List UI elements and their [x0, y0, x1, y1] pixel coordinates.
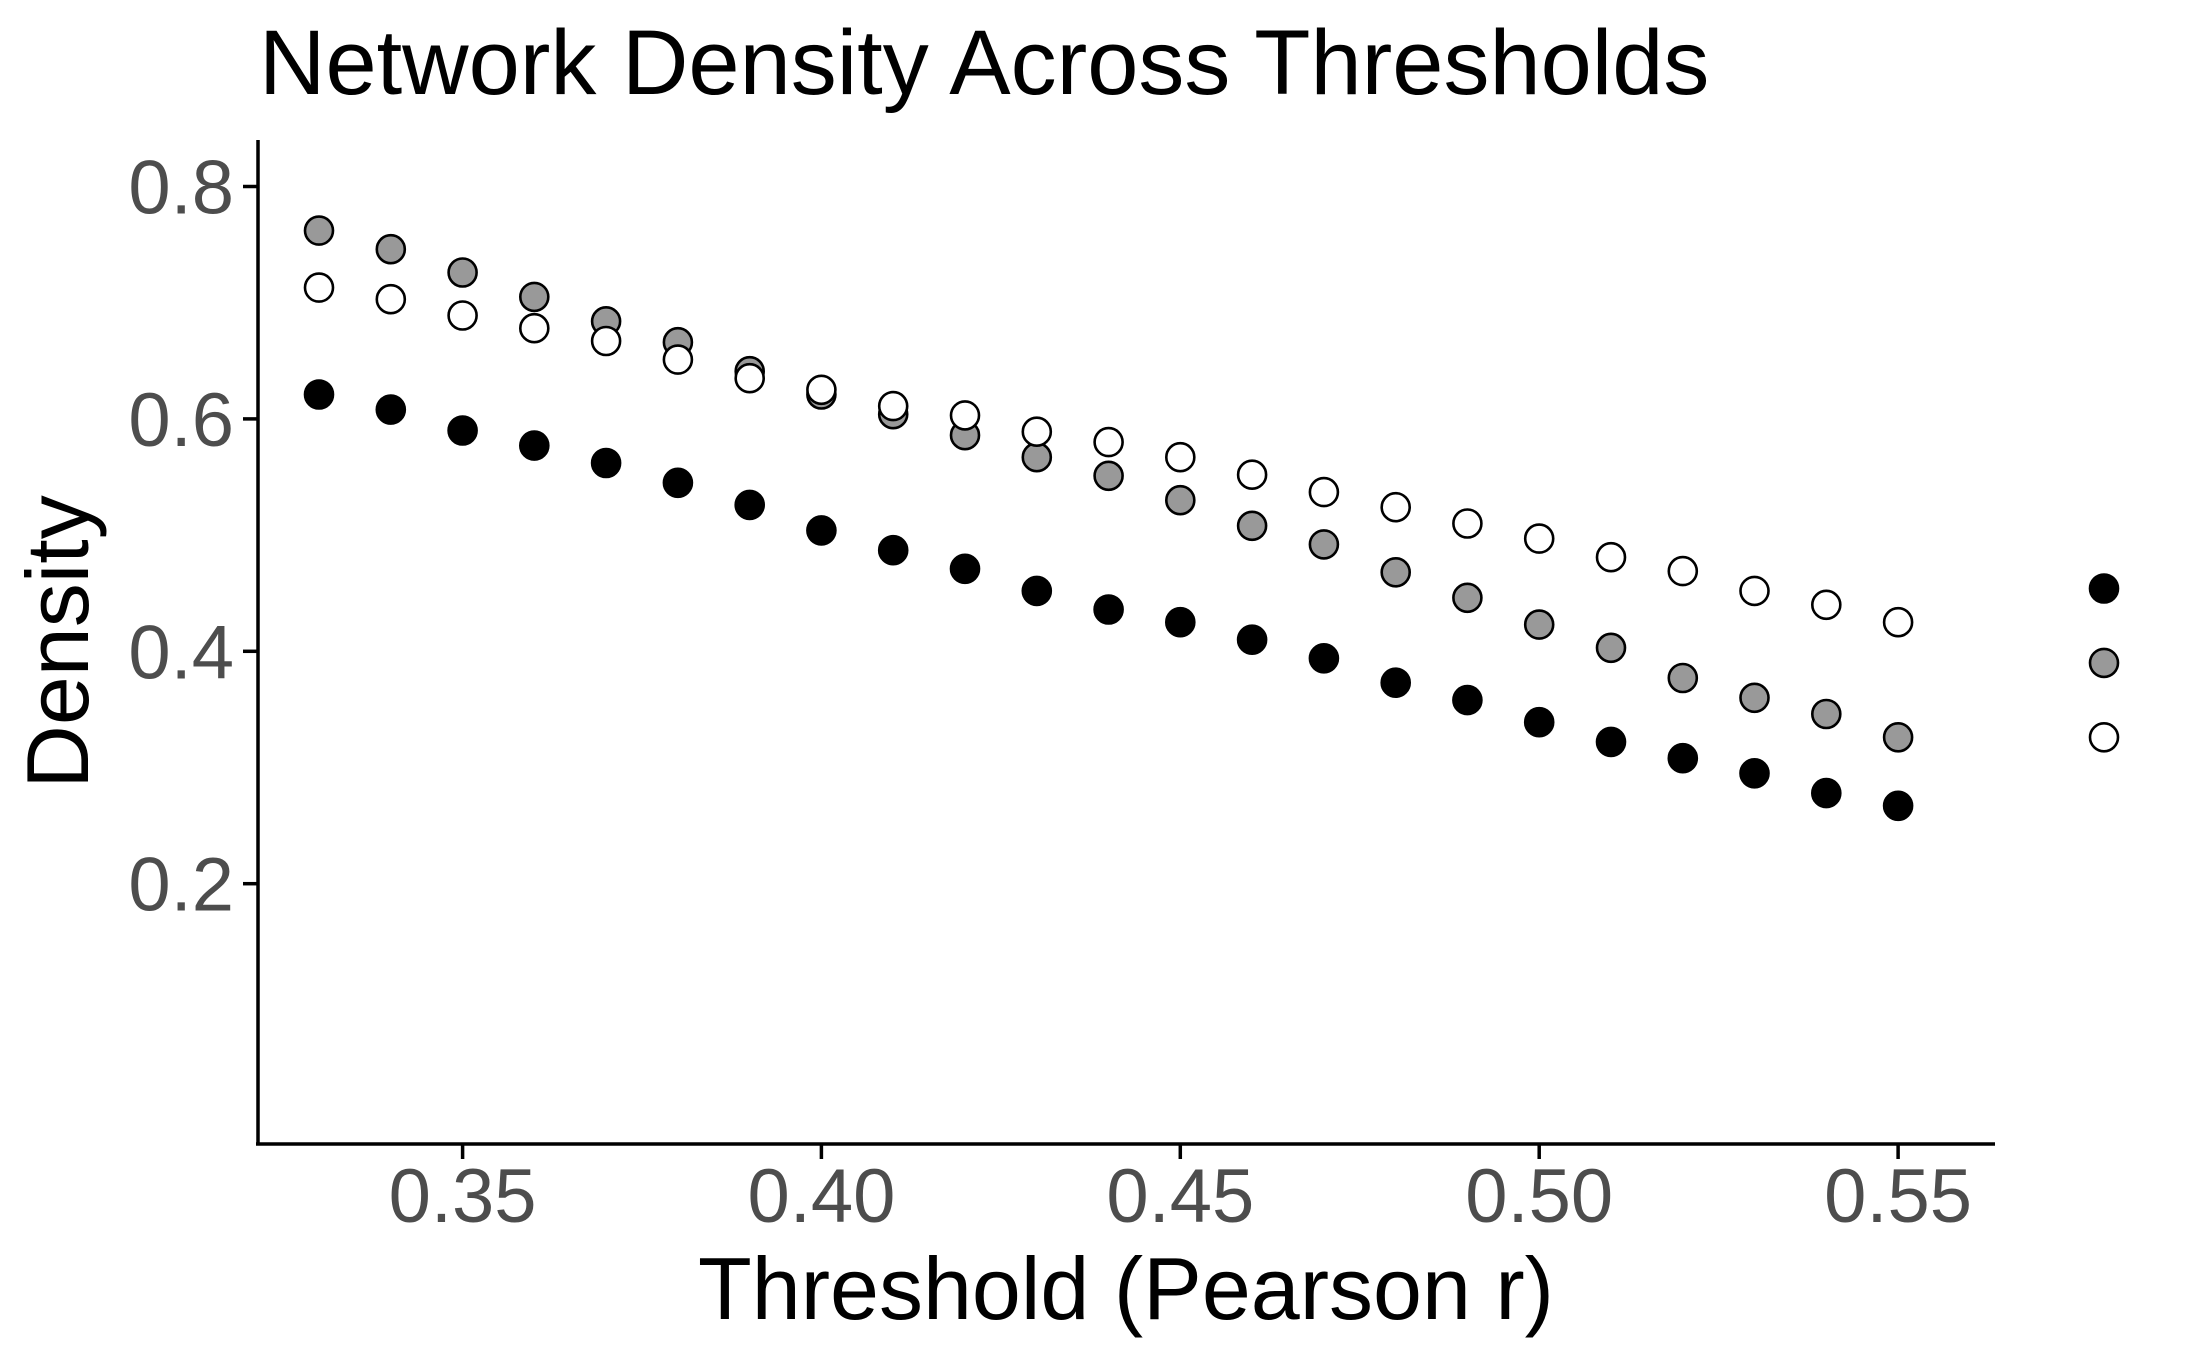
data-point-s3-12: [1093, 594, 1124, 625]
legend-key-2: [2088, 647, 2120, 679]
x-tick-label-4: 0.50: [1465, 1154, 1613, 1239]
data-point-s2-5: [590, 325, 622, 357]
data-point-s3-15: [1308, 642, 1340, 674]
data-point-s3-4: [518, 430, 550, 461]
x-tick-label-2: 0.40: [747, 1154, 895, 1239]
chart-title: Network Density Across Thresholds: [259, 12, 1709, 114]
data-point-s2-2: [375, 283, 407, 315]
data-point-s2-9: [877, 390, 909, 422]
x-ticks: 0.35 0.40 0.45 0.50 0.55: [389, 1144, 1972, 1239]
data-point-s1-2: [375, 233, 407, 265]
y-tick-label-3: 0.6: [128, 378, 234, 463]
plot-marks: [303, 215, 1914, 822]
x-tick-label-1: 0.35: [389, 1154, 537, 1239]
data-point-s2-3: [447, 300, 478, 331]
data-point-s2-16: [1380, 491, 1411, 523]
x-tick-label-3: 0.45: [1106, 1154, 1254, 1239]
data-point-s3-9: [877, 534, 909, 566]
data-point-s1-19: [1595, 632, 1627, 664]
data-point-s3-17: [1452, 684, 1483, 716]
data-point-s2-15: [1308, 476, 1340, 508]
data-point-s3-3: [447, 415, 478, 446]
data-point-s1-12: [1093, 460, 1124, 492]
data-point-s2-6: [662, 344, 694, 375]
data-point-s3-10: [949, 553, 981, 585]
data-point-s2-19: [1595, 541, 1627, 573]
y-tick-label-1: 0.2: [128, 843, 234, 928]
data-point-s1-1: [303, 215, 335, 246]
data-point-s2-23: [1882, 606, 1914, 638]
data-point-s1-14: [1236, 510, 1268, 542]
data-point-s1-16: [1380, 556, 1411, 588]
data-point-s2-10: [949, 400, 981, 431]
data-point-s1-18: [1523, 609, 1555, 640]
data-point-s3-8: [806, 515, 837, 546]
legend: [2088, 573, 2120, 753]
legend-key-1: [2088, 573, 2120, 604]
data-point-s2-12: [1093, 426, 1124, 458]
data-point-s1-4: [518, 281, 550, 313]
data-point-s3-20: [1667, 742, 1699, 774]
x-axis-title: Threshold (Pearson r): [698, 1239, 1554, 1338]
data-point-s2-4: [518, 312, 550, 344]
y-tick-label-4: 0.8: [128, 146, 234, 231]
data-point-s2-17: [1452, 508, 1483, 539]
data-point-s3-11: [1021, 575, 1053, 607]
data-point-s3-2: [375, 394, 407, 425]
data-point-s3-19: [1595, 726, 1627, 758]
x-tick-label-5: 0.55: [1824, 1154, 1972, 1239]
data-point-s2-20: [1667, 555, 1699, 587]
data-point-s1-23: [1882, 721, 1914, 753]
axes: [256, 140, 1995, 1146]
data-point-s3-1: [303, 379, 335, 410]
legend-key-3: [2088, 721, 2120, 753]
data-point-s3-6: [662, 467, 694, 499]
y-tick-label-2: 0.4: [128, 610, 234, 695]
data-point-s2-21: [1739, 575, 1770, 607]
y-ticks: 0.2 0.4 0.6 0.8: [128, 146, 258, 928]
y-axis-title: Density: [8, 495, 107, 788]
data-point-s3-22: [1811, 777, 1842, 809]
data-point-s2-14: [1236, 459, 1268, 491]
data-point-s1-22: [1811, 698, 1842, 730]
data-point-s3-18: [1523, 706, 1555, 738]
data-point-s1-20: [1667, 662, 1699, 694]
data-point-s1-21: [1739, 682, 1770, 714]
data-point-s2-13: [1165, 441, 1196, 473]
data-point-s3-16: [1380, 667, 1411, 699]
data-point-s3-21: [1739, 757, 1770, 789]
data-point-s1-13: [1165, 484, 1196, 516]
data-point-s3-13: [1165, 606, 1196, 638]
data-point-s1-3: [447, 257, 478, 288]
data-point-s2-11: [1021, 416, 1053, 448]
data-point-s2-8: [806, 374, 837, 406]
data-point-s1-17: [1452, 582, 1483, 614]
data-point-s3-23: [1882, 790, 1914, 822]
data-point-s3-5: [590, 447, 622, 479]
data-point-s2-22: [1811, 589, 1842, 621]
data-point-s1-11: [1021, 441, 1053, 473]
data-point-s2-18: [1523, 523, 1555, 554]
data-point-s1-15: [1308, 529, 1340, 560]
data-point-s2-7: [734, 362, 766, 394]
data-point-s3-14: [1236, 624, 1268, 656]
data-point-s3-7: [734, 489, 766, 521]
data-point-s2-1: [303, 272, 335, 303]
